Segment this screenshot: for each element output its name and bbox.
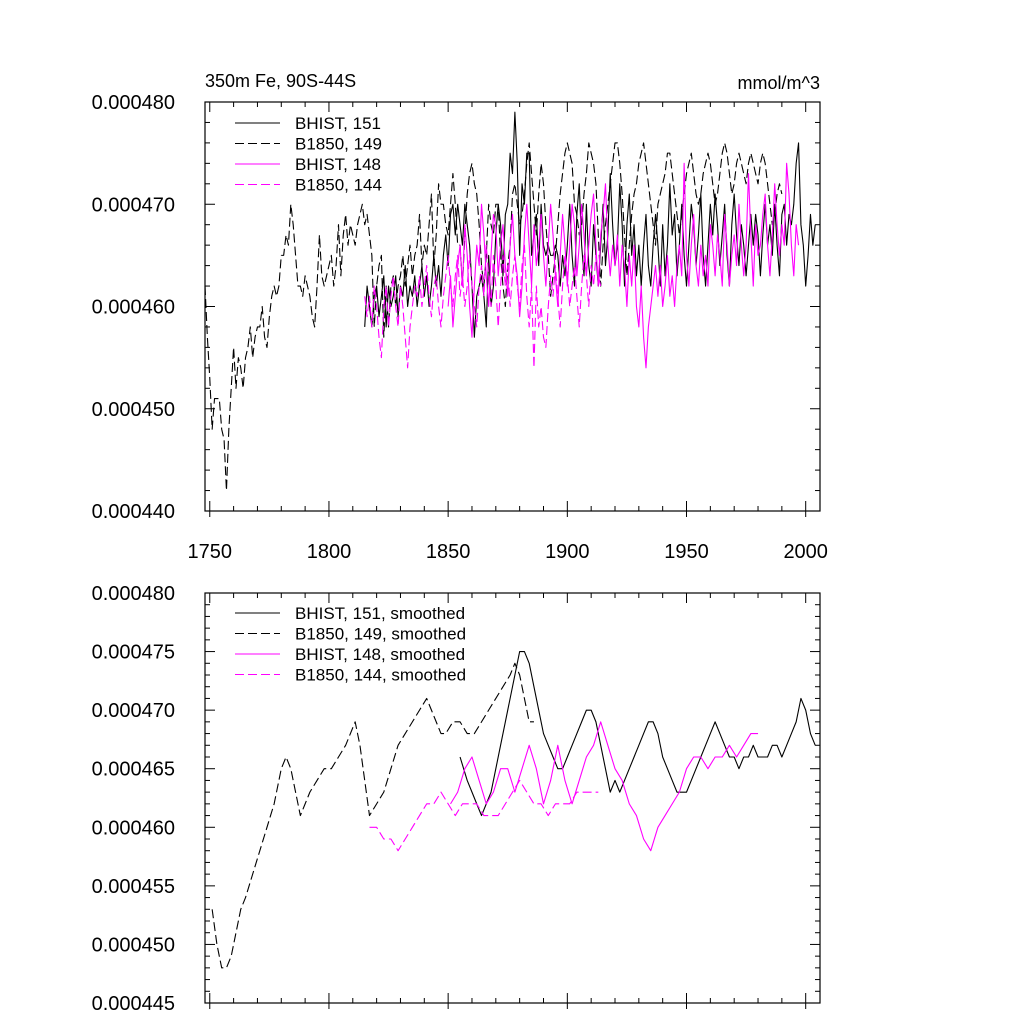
panel-1-legend-label: B1850, 144 [295, 176, 382, 195]
panel-1-y-tick-label: 0.000440 [92, 501, 175, 523]
panel-1-series-line-3 [447, 162, 800, 369]
panel-1-x-tick-label: 1750 [188, 541, 233, 563]
panel-1-legend-label: BHIST, 148 [295, 155, 381, 174]
panel-1-y-tick-label: 0.000460 [92, 297, 175, 319]
panel-1-y-tick-label: 0.000480 [92, 92, 175, 114]
panel-1-y-tick-label: 0.000450 [92, 399, 175, 421]
panel-2-y-tick-label: 0.000465 [92, 759, 175, 781]
panel-1-title-left: 350m Fe, 90S-44S [205, 71, 356, 91]
panel-1-x-tick-label: 1950 [664, 541, 709, 563]
panel-2-y-tick-label: 0.000460 [92, 817, 175, 839]
panel-2-legend-label: BHIST, 148, smoothed [295, 645, 465, 664]
panel-1-series-line-1 [364, 111, 816, 338]
panel-2-y-tick-label: 0.000450 [92, 934, 175, 956]
panel-1-x-tick-label: 1900 [545, 541, 590, 563]
panel-2-y-tick-label: 0.000455 [92, 876, 175, 898]
panel-2-y-tick-label: 0.000480 [92, 583, 175, 605]
panel-1-y-tick-label: 0.000470 [92, 194, 175, 216]
panel-2-y-tick-label: 0.000470 [92, 700, 175, 722]
panel-1-series-line-4 [364, 244, 602, 369]
panel-2-y-tick-label: 0.000475 [92, 642, 175, 664]
panel-2-plot-frame [204, 592, 821, 1004]
panel-1-x-tick-label: 1850 [426, 541, 471, 563]
panel-2-series-line-4 [369, 779, 599, 852]
panel-1-legend-label: BHIST, 151 [295, 114, 381, 133]
panel-2-series-line-3 [450, 721, 759, 852]
panel-1-x-tick-label: 1800 [307, 541, 352, 563]
panel-1-series-line-2 [204, 142, 783, 492]
panel-2-legend-label: B1850, 149, smoothed [295, 625, 466, 644]
panel-2-series-line-2 [211, 662, 534, 969]
panel-2-series-line-1 [459, 651, 816, 817]
panel-1-title-right: mmol/m^3 [738, 73, 820, 93]
panel-1-x-tick-label: 2000 [783, 541, 828, 563]
panel-2-legend-label: B1850, 144, smoothed [295, 666, 466, 685]
panel-2-legend-label: BHIST, 151, smoothed [295, 604, 465, 623]
panel-1-legend-label: B1850, 149 [295, 135, 382, 154]
panel-2-y-tick-label: 0.000445 [92, 993, 175, 1015]
